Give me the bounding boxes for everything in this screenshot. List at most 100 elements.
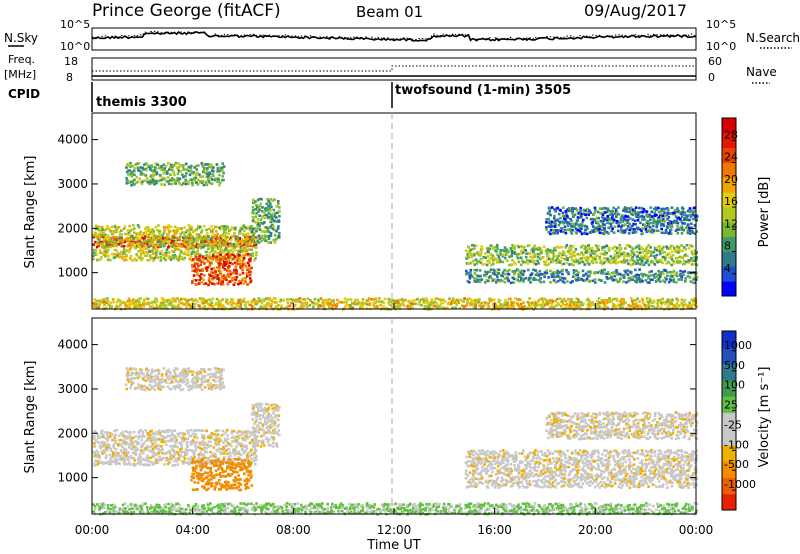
power-cell xyxy=(556,206,559,210)
power-cell xyxy=(579,277,582,280)
power-cell xyxy=(156,256,160,259)
velocity-cell xyxy=(234,476,237,479)
velocity-cell xyxy=(212,454,215,458)
power-cell xyxy=(689,280,693,283)
power-cell xyxy=(686,214,689,218)
power-cell xyxy=(526,300,530,304)
power-cell xyxy=(127,297,131,300)
power-cell xyxy=(162,303,166,307)
power-cell xyxy=(580,212,584,216)
power-cell xyxy=(471,275,474,278)
power-cell xyxy=(161,236,164,240)
velocity-cell xyxy=(187,432,190,435)
power-cell xyxy=(165,248,169,251)
power-cell xyxy=(271,300,275,304)
power-cell xyxy=(154,162,158,166)
power-cell xyxy=(547,251,551,254)
power-cell xyxy=(238,273,242,276)
power-cell xyxy=(399,303,402,306)
power-cell xyxy=(166,298,170,302)
velocity-cell xyxy=(201,463,204,466)
velocity-cell xyxy=(161,438,165,441)
power-cell xyxy=(182,297,185,301)
power-cell xyxy=(218,267,222,270)
power-cell xyxy=(575,279,578,282)
power-cell xyxy=(534,278,538,281)
power-cell xyxy=(635,250,639,254)
power-cell xyxy=(607,260,611,264)
power-cell xyxy=(549,213,552,217)
power-cell xyxy=(479,261,483,265)
power-cell xyxy=(236,257,240,260)
power-cell xyxy=(499,249,502,252)
power-cell xyxy=(257,222,261,225)
power-cell xyxy=(188,257,191,261)
power-cell xyxy=(238,259,241,262)
power-cell xyxy=(509,304,513,308)
power-cell xyxy=(513,245,517,248)
power-cell xyxy=(618,280,621,283)
velocity-cell xyxy=(158,437,161,441)
power-cell xyxy=(133,169,136,173)
power-cell xyxy=(190,181,194,185)
power-cell xyxy=(215,257,219,261)
power-cell xyxy=(389,304,393,307)
power-cell xyxy=(271,227,275,231)
power-cell xyxy=(267,204,270,208)
power-cell xyxy=(558,278,562,282)
power-cell xyxy=(229,272,233,276)
power-cell xyxy=(578,223,581,226)
power-cell xyxy=(214,242,217,245)
power-cell xyxy=(640,278,643,282)
velocity-cell xyxy=(208,478,211,482)
power-cell xyxy=(634,212,638,215)
power-cell xyxy=(209,238,212,242)
velocity-cell xyxy=(141,443,145,447)
power-cell xyxy=(278,206,281,209)
power-cell xyxy=(593,252,596,255)
power-cell xyxy=(666,253,670,256)
power-cell xyxy=(187,250,190,254)
power-cell xyxy=(472,259,475,262)
power-cell xyxy=(315,302,319,305)
power-cell xyxy=(638,268,641,271)
power-cell xyxy=(173,298,177,301)
power-cell xyxy=(192,250,196,254)
velocity-cell xyxy=(198,462,201,466)
noise-right-tick-bottom: 10^0 xyxy=(706,40,736,53)
power-cell xyxy=(490,263,493,267)
power-cell xyxy=(230,307,233,310)
power-cell xyxy=(202,278,205,282)
velocity-cell xyxy=(246,456,250,459)
power-cell xyxy=(590,229,594,232)
power-cell xyxy=(184,303,187,306)
power-cell xyxy=(496,247,499,251)
power-cell xyxy=(243,262,247,265)
power-cell xyxy=(507,304,511,308)
power-cell xyxy=(119,299,122,303)
power-cell xyxy=(326,298,329,301)
nave-tick-top: 60 xyxy=(708,55,722,68)
power-cell xyxy=(191,236,194,239)
velocity-cell xyxy=(104,431,107,434)
power-cell xyxy=(263,236,266,240)
velocity-cell xyxy=(179,454,183,457)
power-cell xyxy=(634,230,638,234)
power-cell xyxy=(601,248,604,251)
power-cell xyxy=(633,219,637,222)
power-cell xyxy=(573,213,577,216)
power-cell xyxy=(603,253,607,256)
velocity-cell xyxy=(102,462,105,466)
power-cell xyxy=(627,304,631,307)
power-cell xyxy=(102,236,106,239)
power-cell xyxy=(173,231,177,235)
power-cell xyxy=(330,307,334,310)
power-cell xyxy=(133,173,136,177)
power-cell xyxy=(516,278,519,282)
power-cell xyxy=(231,235,234,238)
power-cell xyxy=(465,257,468,260)
power-cell xyxy=(255,204,258,207)
power-cell xyxy=(561,302,565,306)
velocity-cell xyxy=(109,459,113,463)
power-cell xyxy=(582,218,585,222)
